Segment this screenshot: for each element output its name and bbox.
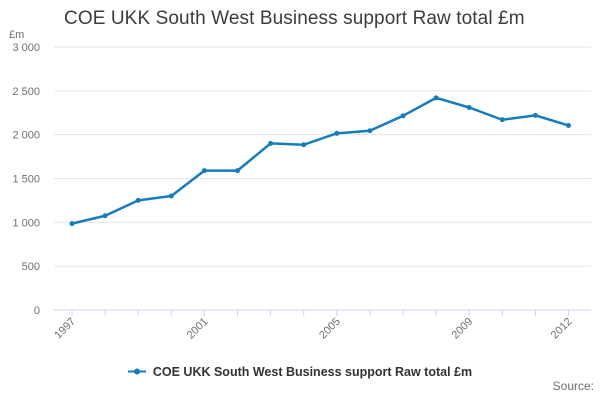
x-tick-label: 2009 bbox=[450, 316, 476, 342]
data-point[interactable] bbox=[268, 140, 274, 146]
data-point[interactable] bbox=[102, 213, 108, 219]
source-label: Source: bbox=[552, 379, 594, 393]
legend-line-marker-icon bbox=[127, 368, 146, 375]
y-tick-label: 2 500 bbox=[12, 86, 40, 98]
data-point[interactable] bbox=[301, 142, 307, 148]
legend-label: COE UKK South West Business support Raw … bbox=[152, 364, 473, 379]
data-point[interactable] bbox=[168, 193, 174, 199]
data-point[interactable] bbox=[400, 113, 406, 119]
x-tick-label: 2012 bbox=[549, 316, 575, 342]
data-point[interactable] bbox=[466, 104, 472, 110]
data-point[interactable] bbox=[433, 95, 439, 101]
x-tick-label: 2005 bbox=[317, 316, 343, 342]
data-point[interactable] bbox=[499, 117, 505, 123]
data-point[interactable] bbox=[69, 221, 75, 227]
chart-title: COE UKK South West Business support Raw … bbox=[64, 8, 525, 29]
series-line bbox=[70, 96, 570, 225]
y-tick-label: 0 bbox=[34, 305, 40, 317]
x-tick-label: 2001 bbox=[185, 316, 211, 342]
data-point[interactable] bbox=[566, 122, 571, 128]
y-tick-label: 2 000 bbox=[12, 130, 40, 142]
data-point[interactable] bbox=[201, 168, 207, 174]
y-tick-label: 1 500 bbox=[12, 174, 40, 186]
data-point[interactable] bbox=[135, 197, 141, 203]
data-point[interactable] bbox=[367, 128, 373, 134]
y-axis-unit-label: £m bbox=[9, 29, 24, 41]
legend-item-series-0[interactable]: COE UKK South West Business support Raw … bbox=[127, 364, 473, 379]
y-tick-label: 500 bbox=[22, 261, 40, 273]
data-point[interactable] bbox=[532, 112, 538, 118]
data-point[interactable] bbox=[334, 130, 340, 136]
data-point[interactable] bbox=[235, 168, 240, 174]
legend: COE UKK South West Business support Raw … bbox=[0, 363, 600, 380]
y-tick-label: 1 000 bbox=[12, 217, 40, 229]
x-tick-label: 1997 bbox=[52, 316, 78, 342]
y-tick-label: 3 000 bbox=[12, 42, 40, 54]
